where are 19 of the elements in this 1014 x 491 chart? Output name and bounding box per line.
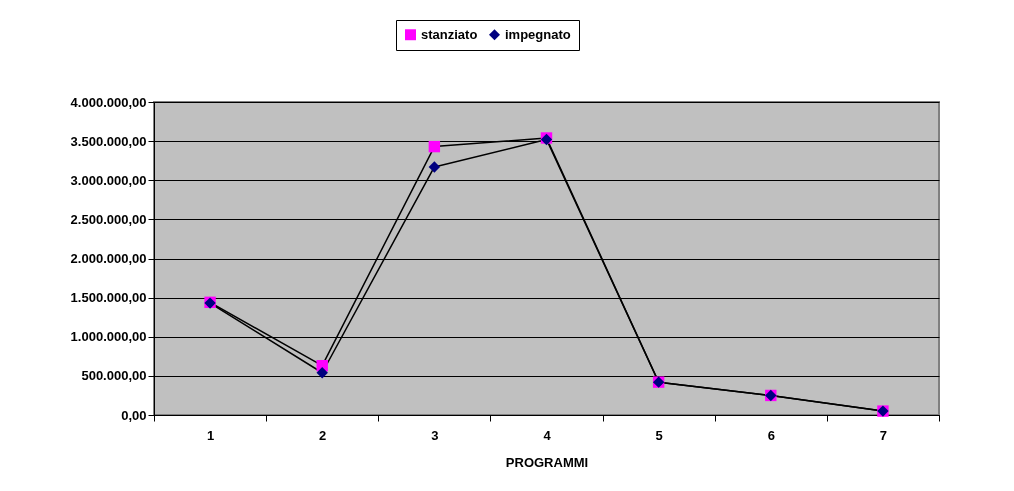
y-tick-label: 3.500.000,00 <box>70 133 147 149</box>
legend-label: impegnato <box>505 26 571 42</box>
x-tick-label: 4 <box>543 427 552 443</box>
y-tick-label: 2.500.000,00 <box>70 211 147 227</box>
x-axis-title: PROGRAMMI <box>505 454 589 470</box>
y-tick-label: 3.000.000,00 <box>70 172 147 188</box>
y-tick-label: 1.000.000,00 <box>70 329 147 345</box>
x-tick-label: 2 <box>319 427 327 443</box>
y-tick-label: 0,00 <box>121 407 147 423</box>
legend-label: stanziato <box>421 26 478 42</box>
y-tick-label: 500.000,00 <box>81 368 147 384</box>
x-tick-label: 1 <box>206 427 215 443</box>
x-tick-label: 3 <box>431 427 439 443</box>
y-tick-label: 4.000.000,00 <box>70 94 147 110</box>
y-tick-label: 2.000.000,00 <box>70 251 147 266</box>
x-tick-label: 7 <box>879 427 888 443</box>
x-tick-label: 5 <box>655 427 663 443</box>
x-tick-label: 6 <box>767 427 775 443</box>
y-tick-label: 1.500.000,00 <box>70 290 147 306</box>
